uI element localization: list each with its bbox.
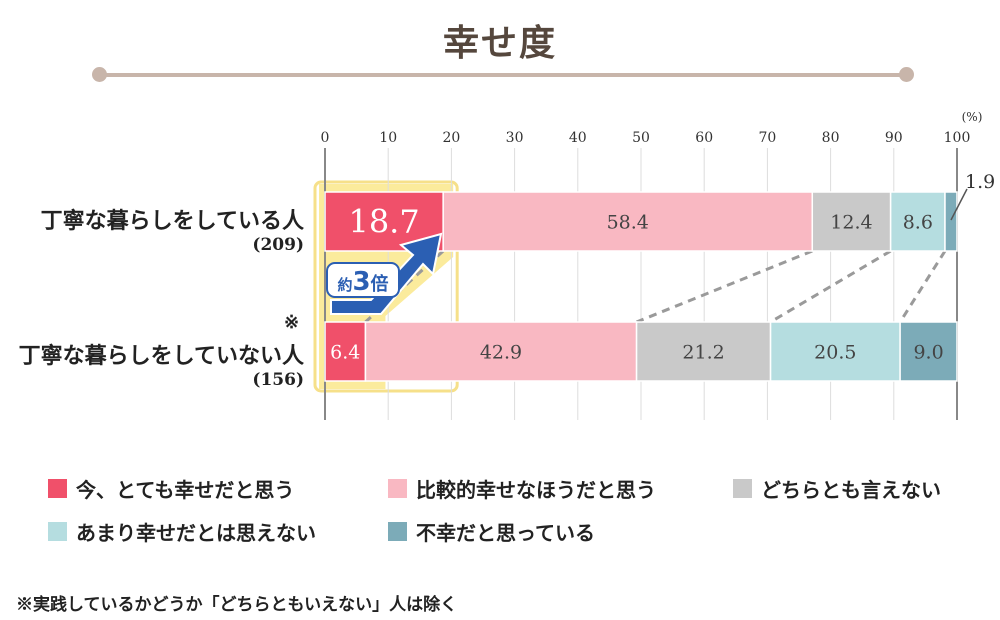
x-tick-label: 60 <box>695 130 713 146</box>
title-rule-right-dot <box>899 67 914 82</box>
x-tick-label: 10 <box>379 130 397 146</box>
bar-segment <box>889 191 946 252</box>
x-tick-label: 90 <box>885 130 903 146</box>
bar-segment <box>442 191 814 252</box>
row-count-2: (156) <box>252 370 304 390</box>
data-label: 21.2 <box>682 342 724 364</box>
footnote: ※実践しているかどうか「どちらともいえない」人は除く <box>16 595 458 615</box>
bar-segment <box>944 191 958 252</box>
x-tick-label: 30 <box>506 130 524 146</box>
legend-swatch-5 <box>388 522 407 541</box>
data-label: 18.7 <box>348 203 419 241</box>
x-tick-label: 20 <box>442 130 460 146</box>
legend-swatch-4 <box>48 522 67 541</box>
legend-swatch-2 <box>388 479 407 498</box>
data-label: 58.4 <box>607 212 649 234</box>
bar-segment <box>635 321 772 382</box>
row-label-1: 丁寧な暮らしをしている人 (209) <box>41 203 304 255</box>
connector-line <box>769 249 892 324</box>
row-name-1: 丁寧な暮らしをしている人 <box>40 208 304 234</box>
data-label: 6.4 <box>330 342 360 364</box>
connector-line <box>898 250 947 323</box>
x-tick-label: 100 <box>944 130 971 146</box>
data-label: 20.5 <box>814 342 856 364</box>
x-tick-label: 0 <box>321 130 330 146</box>
row-note-mark: ※ <box>284 312 300 333</box>
legend-item-5: 不幸だと思っている <box>388 517 595 546</box>
unit-label: (%) <box>962 110 983 124</box>
legend-label-1: 今、とても幸せだと思う <box>76 478 295 502</box>
x-tick-label: 80 <box>822 130 840 146</box>
row-name-2: 丁寧な暮らしをしていない人 <box>18 343 304 369</box>
data-label: 8.6 <box>903 212 933 234</box>
title-rule-left-dot <box>92 67 107 82</box>
annotation-badge <box>326 262 400 298</box>
data-label-leader <box>950 188 968 221</box>
row-count-1: (209) <box>252 235 304 255</box>
legend-swatch-3 <box>733 479 752 498</box>
data-label: 9.0 <box>913 342 943 364</box>
legend-label-4: あまり幸せだとは思えない <box>76 521 316 545</box>
data-label: 12.4 <box>830 212 872 234</box>
bar-segment <box>364 321 638 382</box>
legend-label-3: どちらとも言えない <box>761 478 941 502</box>
title-rule <box>100 73 906 77</box>
legend-label-5: 不幸だと思っている <box>416 521 595 545</box>
x-tick-label: 40 <box>569 130 587 146</box>
x-tick-label: 50 <box>632 130 650 146</box>
legend-item-3: どちらとも言えない <box>733 474 941 503</box>
connector-line <box>636 249 813 324</box>
annotation-label: 約3倍 <box>337 267 388 297</box>
legend-swatch-1 <box>48 479 67 498</box>
data-label: 42.9 <box>480 342 522 364</box>
legend-item-1: 今、とても幸せだと思う <box>48 474 294 503</box>
legend-item-4: あまり幸せだとは思えない <box>48 517 316 546</box>
legend-item-2: 比較的幸せなほうだと思う <box>388 474 656 503</box>
chart-title: 幸せ度 <box>442 22 557 64</box>
legend-label-2: 比較的幸せなほうだと思う <box>416 478 656 502</box>
data-label: 1.9 <box>965 171 995 193</box>
highlight-outline <box>313 180 459 393</box>
bar-segment <box>899 321 958 382</box>
bar-segment <box>324 321 367 382</box>
x-tick-label: 70 <box>758 130 776 146</box>
row-label-2: 丁寧な暮らしをしていない人 (156) <box>19 338 304 390</box>
bar-segment <box>769 321 901 382</box>
